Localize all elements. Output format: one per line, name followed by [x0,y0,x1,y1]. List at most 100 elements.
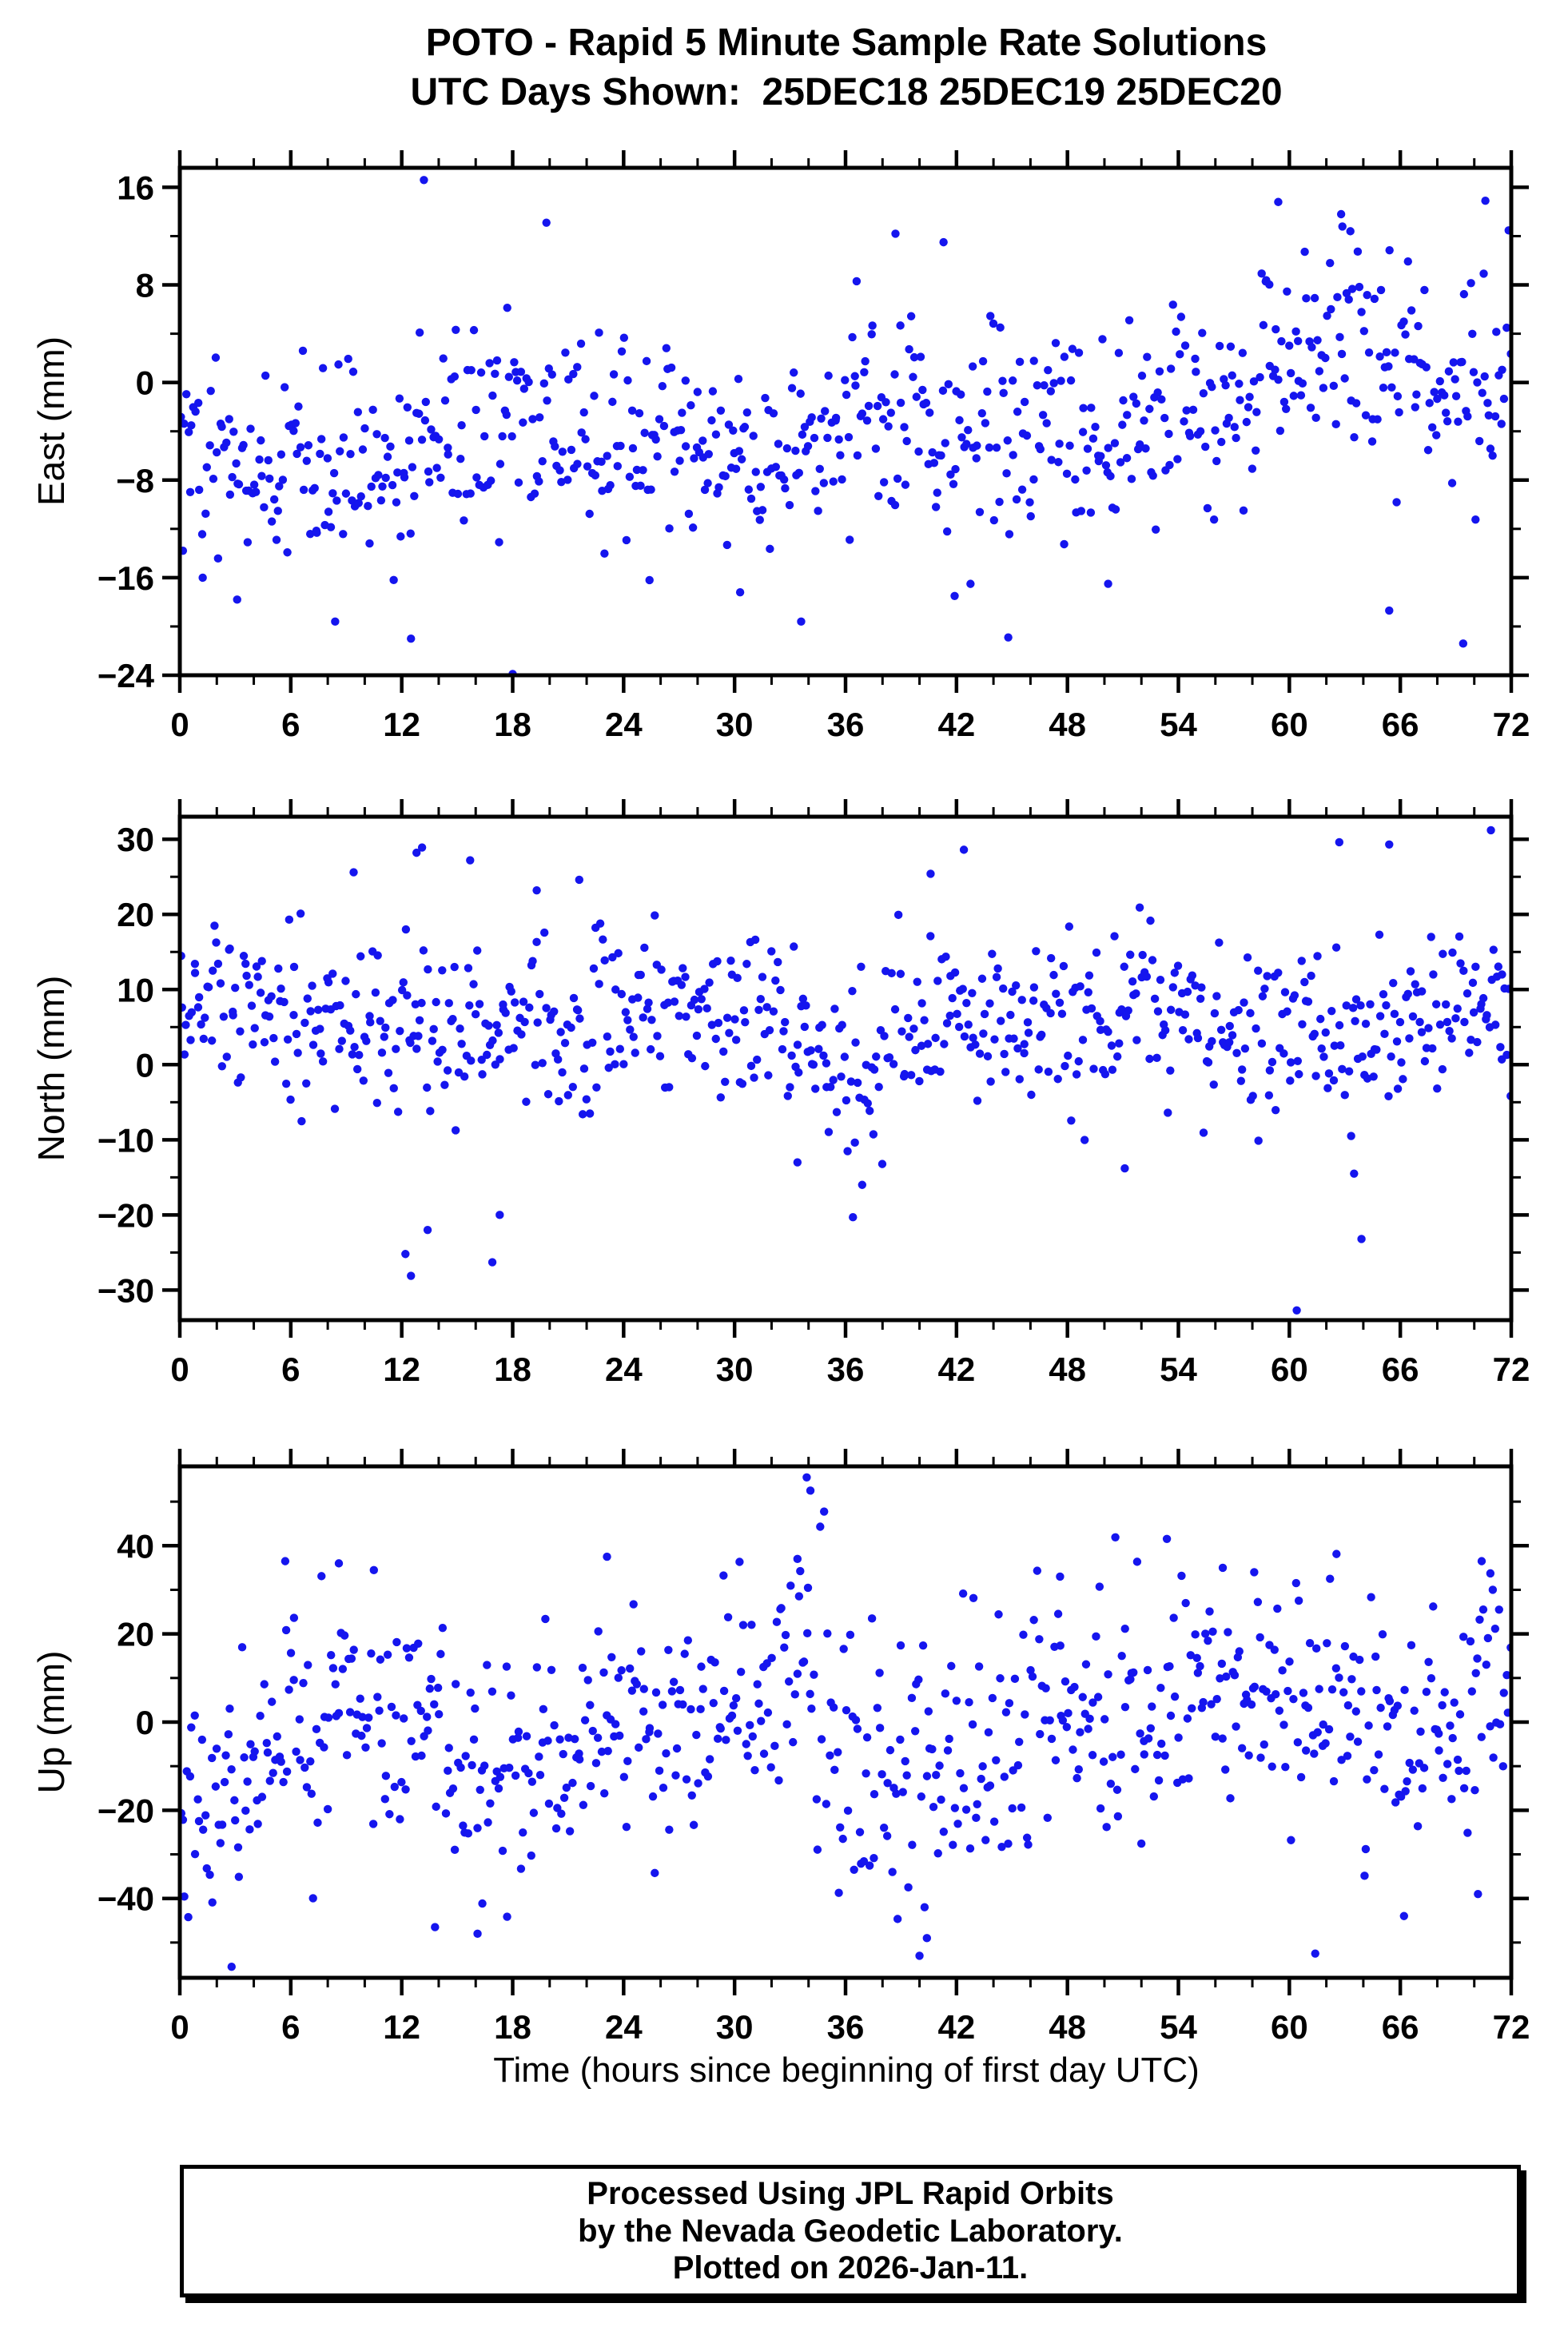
data-point [1315,1685,1323,1693]
data-point [434,435,444,444]
data-point [900,423,909,432]
data-point [334,1559,344,1568]
y-tick-label: 40 [117,1527,154,1565]
data-point [1488,451,1497,460]
data-point [1446,1721,1455,1730]
data-point [1143,352,1152,361]
data-point [1015,357,1025,367]
data-point [1379,989,1388,999]
data-point [1078,1036,1088,1044]
data-point [1253,1597,1263,1606]
data-point [1072,1070,1081,1079]
data-point [211,353,221,362]
data-point [1199,1697,1208,1707]
data-point [862,416,872,425]
data-point [948,993,957,1003]
data-point [956,1768,965,1778]
data-point [1289,1694,1298,1704]
x-tick-label: 72 [1493,2008,1530,2046]
data-point [1196,1661,1204,1671]
data-point [667,1687,677,1696]
x-tick-label: 54 [1160,1350,1197,1388]
data-point [1384,1092,1393,1100]
data-point [539,379,549,388]
data-point [1307,971,1315,981]
data-point [1358,1052,1367,1061]
data-point [767,1653,776,1663]
data-point [522,1097,531,1106]
data-point [1313,1728,1322,1736]
data-point [1490,1624,1500,1633]
data-point [404,1653,414,1662]
data-point [1070,1682,1079,1692]
data-point [756,483,766,491]
data-point [1471,962,1480,972]
data-point [1008,376,1017,385]
data-point [1471,1669,1480,1677]
data-point [800,1022,810,1032]
data-point [761,393,770,403]
data-point [1087,404,1096,412]
data-point [1256,1633,1264,1642]
data-point [1100,1069,1110,1079]
data-point [283,548,292,557]
data-point [1096,451,1105,461]
data-point [417,1751,426,1760]
data-point [1406,967,1415,976]
data-point [707,416,716,425]
data-point [1443,1760,1452,1768]
data-point [703,479,712,487]
data-point [1188,405,1198,415]
data-point [556,1028,565,1036]
x-tick-label: 48 [1049,706,1086,743]
x-tick-label: 48 [1049,2008,1086,2046]
data-point [1102,1823,1111,1832]
data-point [205,1870,214,1880]
data-point [971,1040,980,1049]
data-point [465,1001,474,1010]
data-point [237,1073,245,1082]
data-point [928,448,937,457]
data-point [969,1593,978,1602]
data-point [367,1649,376,1658]
data-point [1486,825,1495,835]
data-point [233,595,241,604]
data-point [1424,1024,1433,1032]
data-point [302,1079,311,1088]
x-tick-label: 36 [827,2008,865,2046]
data-point [709,1698,718,1708]
data-point [1482,1011,1491,1020]
data-point [1180,1010,1190,1019]
data-point [739,1006,749,1015]
data-point [522,1732,531,1740]
data-point [1029,996,1038,1005]
data-point [662,344,671,352]
data-point [746,1061,756,1071]
data-point [527,1777,537,1786]
data-point [693,388,702,396]
data-point [738,1080,747,1088]
data-point [702,1004,711,1013]
data-point [1494,1605,1503,1614]
data-point [608,397,617,407]
data-point [1101,461,1111,470]
data-point [1118,420,1127,429]
data-point [421,397,430,407]
data-point [972,454,981,463]
data-point [1351,1016,1359,1026]
data-point [1283,1686,1292,1696]
data-point [749,432,758,440]
x-axis-title: Time (hours since beginning of first day… [493,2051,1200,2090]
data-point [1215,341,1224,351]
data-point [926,869,935,878]
data-point [1136,1839,1146,1848]
data-point [473,1929,482,1939]
data-point [985,999,994,1008]
data-point [213,554,223,563]
data-point [647,485,655,494]
data-point [1074,1764,1084,1774]
data-point [410,491,419,501]
data-point [965,1698,973,1707]
data-point [406,529,415,538]
